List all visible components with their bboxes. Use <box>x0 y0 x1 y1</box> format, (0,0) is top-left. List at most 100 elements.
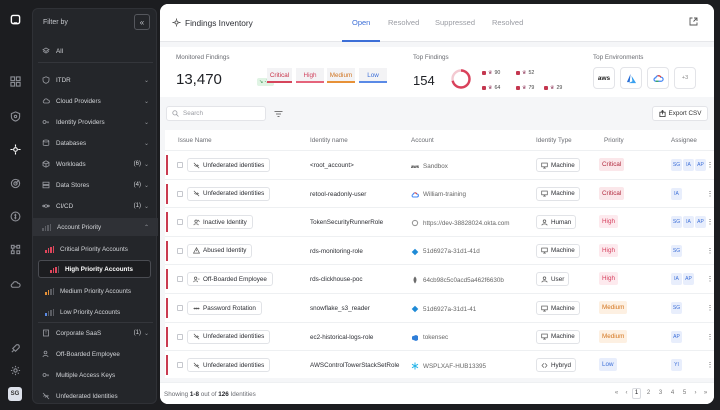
more-options-icon[interactable]: ⋮ <box>706 276 714 284</box>
row-checkbox[interactable] <box>177 362 183 369</box>
table-row[interactable]: Unfederated identities retool-readonly-us… <box>165 178 714 208</box>
column-header-identity-name[interactable]: Identity name <box>310 137 348 144</box>
shield-icon[interactable] <box>9 110 21 122</box>
column-header-account[interactable]: Account <box>411 137 434 144</box>
filter-item-off-boarded[interactable]: Off-Boarded Employee <box>33 345 158 363</box>
filter-item-low-priority[interactable]: Low Priority Accounts <box>33 303 158 321</box>
row-checkbox[interactable] <box>177 247 183 254</box>
column-header-identity-type[interactable]: Identity Type <box>536 137 572 144</box>
target-icon[interactable] <box>9 177 21 189</box>
assignee-avatar[interactable]: IA <box>671 273 682 286</box>
user-avatar[interactable]: SG <box>8 387 22 401</box>
issue-name-chip[interactable]: Off-Boarded Employee <box>187 272 273 287</box>
row-checkbox[interactable] <box>177 162 183 168</box>
filter-item-itdr[interactable]: ITDR ⌄ <box>33 71 158 89</box>
assignee-avatar[interactable]: AP <box>671 330 682 343</box>
issue-name-chip[interactable]: Abused Identity <box>187 243 253 258</box>
more-options-icon[interactable]: ⋮ <box>706 219 714 227</box>
table-row[interactable]: Inactive Identity TokenSecurityRunnerRole… <box>165 207 714 236</box>
more-options-icon[interactable]: ⋮ <box>706 162 714 169</box>
table-row[interactable]: Off-Boarded Employee rds-clickhouse-poc 64… <box>165 264 714 293</box>
assignee-avatar[interactable]: AP <box>683 273 694 286</box>
page-1-button[interactable]: 1 <box>632 388 641 399</box>
assignee-avatar[interactable]: IA <box>683 159 694 171</box>
column-header-assignee[interactable]: Assignee <box>671 137 697 144</box>
page-3-button[interactable]: 3 <box>658 390 663 396</box>
filter-item-identity-providers[interactable]: Identity Providers ⌄ <box>33 113 158 131</box>
assignee-avatar[interactable]: AP <box>695 216 706 229</box>
dashboard-icon[interactable] <box>9 75 21 87</box>
column-header-priority[interactable]: Priority <box>604 137 624 144</box>
assignee-avatar[interactable]: IA <box>671 187 682 200</box>
gcp-environment[interactable] <box>647 67 669 89</box>
app-logo-icon[interactable] <box>9 13 21 25</box>
more-options-icon[interactable]: ⋮ <box>706 305 714 312</box>
filter-item-multiple-access-keys[interactable]: Multiple Access Keys <box>33 366 158 384</box>
next-page-button[interactable]: › <box>694 390 697 396</box>
filter-item-account-priority[interactable]: Account Priority ⌃ <box>33 218 158 236</box>
aws-environment[interactable]: aws <box>593 67 615 89</box>
identity-name[interactable]: <root_account> <box>310 162 354 169</box>
table-row[interactable]: Abused Identity rds-monitoring-role 51d692… <box>165 235 714 265</box>
filter-item-data-stores[interactable]: Data Stores (4) ⌄ <box>33 176 158 194</box>
rocket-icon[interactable] <box>9 342 21 354</box>
issue-name-chip[interactable]: Unfederated identities <box>187 158 271 172</box>
more-options-icon[interactable]: ⋮ <box>706 333 714 341</box>
identity-name[interactable]: retool-readonly-user <box>310 190 367 198</box>
priority-medium-filter[interactable]: Medium <box>327 68 355 83</box>
issue-name-chip[interactable]: Unfederated identities <box>187 186 271 201</box>
tab-suppressed[interactable]: Suppressed <box>435 18 476 27</box>
assignee-avatar[interactable]: IA <box>683 216 694 229</box>
tab-resolved[interactable]: Resolved <box>388 18 420 27</box>
azure-environment[interactable] <box>620 67 642 89</box>
search-input[interactable]: Search <box>166 106 266 121</box>
assignee-avatar[interactable]: SG <box>671 159 682 171</box>
export-csv-button[interactable]: Export CSV <box>652 106 708 121</box>
more-environments[interactable]: +3 <box>674 67 696 89</box>
filter-item-ci-cd[interactable]: CI/CD (1) ⌄ <box>33 197 158 215</box>
issue-name-chip[interactable]: Inactive Identity <box>187 215 253 230</box>
filter-item-all[interactable]: All <box>33 42 158 60</box>
identity-name[interactable]: rds-monitoring-role <box>310 247 363 255</box>
row-checkbox[interactable] <box>177 305 183 311</box>
assignee-avatar[interactable]: SG <box>671 244 682 257</box>
assignee-avatar[interactable]: AP <box>695 159 706 171</box>
issue-name-chip[interactable]: Password Rotation <box>187 301 262 315</box>
findings-icon[interactable] <box>5 139 25 159</box>
open-external-icon[interactable] <box>689 17 698 26</box>
assignee-avatar[interactable]: SG <box>671 302 682 314</box>
tab-resolved-2[interactable]: Resolved <box>492 18 524 27</box>
priority-low-filter[interactable]: Low <box>359 68 387 83</box>
priority-critical-filter[interactable]: Critical <box>267 68 292 83</box>
column-header-issue-name[interactable]: Issue Name <box>178 137 212 144</box>
page-5-button[interactable]: 5 <box>682 390 687 396</box>
assignee-avatar[interactable]: SG <box>671 216 682 229</box>
integrations-icon[interactable] <box>9 243 21 255</box>
filter-item-corporate-saas[interactable]: Corporate SaaS (1) ⌄ <box>33 324 158 342</box>
issue-name-chip[interactable]: Unfederated identities <box>187 329 271 344</box>
filter-item-medium-priority[interactable]: Medium Priority Accounts <box>33 282 158 300</box>
identity-name[interactable]: TokenSecurityRunnerRole <box>310 219 384 227</box>
more-options-icon[interactable]: ⋮ <box>706 190 714 198</box>
filter-item-cloud-providers[interactable]: Cloud Providers ⌄ <box>33 92 158 110</box>
row-checkbox[interactable] <box>177 219 183 226</box>
page-4-button[interactable]: 4 <box>670 390 675 396</box>
identity-name[interactable]: ec2-historical-logs-role <box>310 333 374 341</box>
coin-icon[interactable] <box>9 210 21 222</box>
filter-lines-icon[interactable] <box>274 110 283 118</box>
tab-open[interactable]: Open <box>352 18 371 27</box>
row-checkbox[interactable] <box>177 333 183 340</box>
filter-item-critical-priority[interactable]: Critical Priority Accounts <box>33 240 158 258</box>
more-options-icon[interactable]: ⋮ <box>706 247 714 255</box>
identity-name[interactable]: AWSControlTowerStackSetRole <box>310 362 400 370</box>
first-page-button[interactable]: « <box>614 390 619 396</box>
table-row[interactable]: Password Rotation snowflake_s3_reader 51d6… <box>165 293 714 322</box>
collapse-panel-button[interactable]: « <box>134 14 150 30</box>
priority-high-filter[interactable]: High <box>296 68 324 83</box>
cloud-icon[interactable] <box>9 278 21 290</box>
identity-name[interactable]: snowflake_s3_reader <box>310 305 370 312</box>
page-2-button[interactable]: 2 <box>646 390 651 396</box>
table-row[interactable]: Unfederated identities ec2-historical-log… <box>165 321 714 351</box>
filter-item-high-priority[interactable]: High Priority Accounts <box>38 260 151 278</box>
filter-item-databases[interactable]: Databases ⌄ <box>33 134 158 152</box>
